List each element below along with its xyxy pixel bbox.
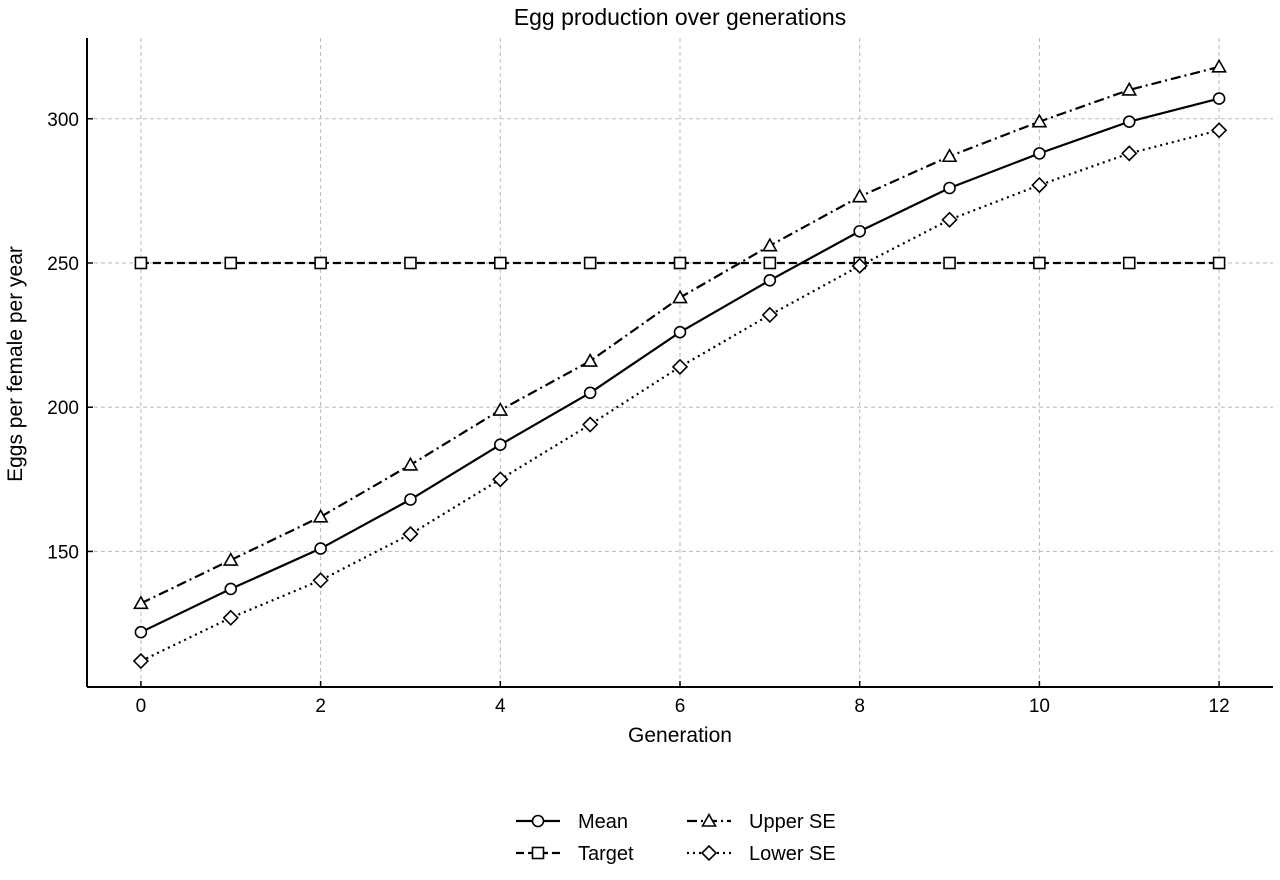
- data-point: [943, 256, 956, 270]
- data-point: [673, 256, 687, 270]
- data-point: [941, 148, 958, 163]
- data-point: [1031, 176, 1048, 194]
- data-point: [583, 386, 597, 400]
- data-point: [672, 289, 688, 304]
- series-layer: [132, 58, 1228, 670]
- legend-marker: [700, 844, 718, 862]
- data-point: [761, 306, 778, 324]
- x-tick-label: 4: [495, 696, 506, 717]
- y-tick-label: 250: [47, 254, 79, 275]
- legend-label: Upper SE: [749, 811, 836, 833]
- data-point: [404, 493, 417, 506]
- data-point: [1033, 256, 1046, 270]
- data-point: [224, 256, 238, 270]
- x-tick-label: 2: [315, 696, 326, 717]
- grid: [87, 38, 1273, 687]
- data-point: [851, 257, 868, 275]
- data-point: [853, 224, 866, 238]
- data-point: [134, 256, 148, 270]
- data-point: [941, 211, 958, 228]
- legend-item-mean: Mean: [516, 811, 628, 833]
- legend-label: Target: [578, 843, 634, 865]
- data-point: [494, 438, 507, 452]
- series-mean: [134, 92, 1226, 639]
- data-point: [1121, 145, 1138, 162]
- legend: Mean Target Upper SE Lower SE: [516, 811, 836, 865]
- data-point: [312, 508, 329, 523]
- legend-marker: [531, 846, 545, 860]
- legend-label: Mean: [578, 811, 628, 833]
- y-tick-label: 200: [47, 398, 79, 419]
- data-point: [583, 256, 597, 270]
- axes: 0 2 4 6 8 10 12 150 200 250 300: [47, 38, 1273, 717]
- series-lower-se: [132, 122, 1228, 670]
- data-point: [1210, 122, 1228, 139]
- data-point: [404, 256, 417, 270]
- x-tick-label: 10: [1029, 696, 1050, 717]
- data-point: [1122, 115, 1136, 128]
- x-tick-label: 6: [675, 696, 686, 717]
- x-axis-label: Generation: [628, 724, 732, 747]
- data-point: [1122, 256, 1136, 270]
- data-point: [1212, 92, 1226, 105]
- data-point: [133, 595, 149, 610]
- y-tick-label: 150: [47, 542, 79, 563]
- data-point: [494, 256, 507, 270]
- y-axis-label: Eggs per female per year: [4, 246, 27, 482]
- x-tick-label: 8: [854, 696, 865, 717]
- data-point: [671, 358, 689, 375]
- legend-item-lower-se: Lower SE: [687, 843, 836, 865]
- x-tick-label: 12: [1209, 696, 1230, 717]
- data-point: [402, 456, 419, 471]
- series-upper-se: [133, 58, 1227, 610]
- data-point: [314, 542, 327, 555]
- legend-label: Lower SE: [749, 843, 836, 865]
- data-point: [1033, 147, 1046, 160]
- data-point: [134, 625, 148, 639]
- legend-item-target: Target: [516, 843, 634, 865]
- data-point: [582, 416, 599, 433]
- data-point: [1211, 58, 1227, 73]
- data-point: [1031, 113, 1048, 128]
- data-point: [1121, 81, 1138, 96]
- data-point: [851, 188, 868, 203]
- x-tick-label: 0: [136, 696, 147, 717]
- data-point: [582, 352, 599, 367]
- data-point: [763, 273, 777, 287]
- data-point: [761, 237, 778, 252]
- data-point: [763, 256, 777, 270]
- data-point: [492, 401, 509, 416]
- data-point: [402, 525, 419, 543]
- data-point: [222, 609, 239, 626]
- data-point: [312, 572, 329, 589]
- data-point: [132, 652, 150, 670]
- data-point: [673, 325, 687, 339]
- y-tick-label: 300: [47, 110, 79, 131]
- chart-title: Egg production over generations: [514, 4, 846, 30]
- data-point: [314, 256, 327, 270]
- legend-marker: [531, 814, 545, 828]
- legend-item-upper-se: Upper SE: [687, 811, 836, 833]
- data-point: [224, 582, 238, 596]
- data-point: [222, 551, 239, 566]
- data-point: [492, 471, 509, 488]
- legend-marker: [701, 812, 717, 827]
- data-point: [943, 181, 956, 195]
- data-point: [1212, 256, 1226, 270]
